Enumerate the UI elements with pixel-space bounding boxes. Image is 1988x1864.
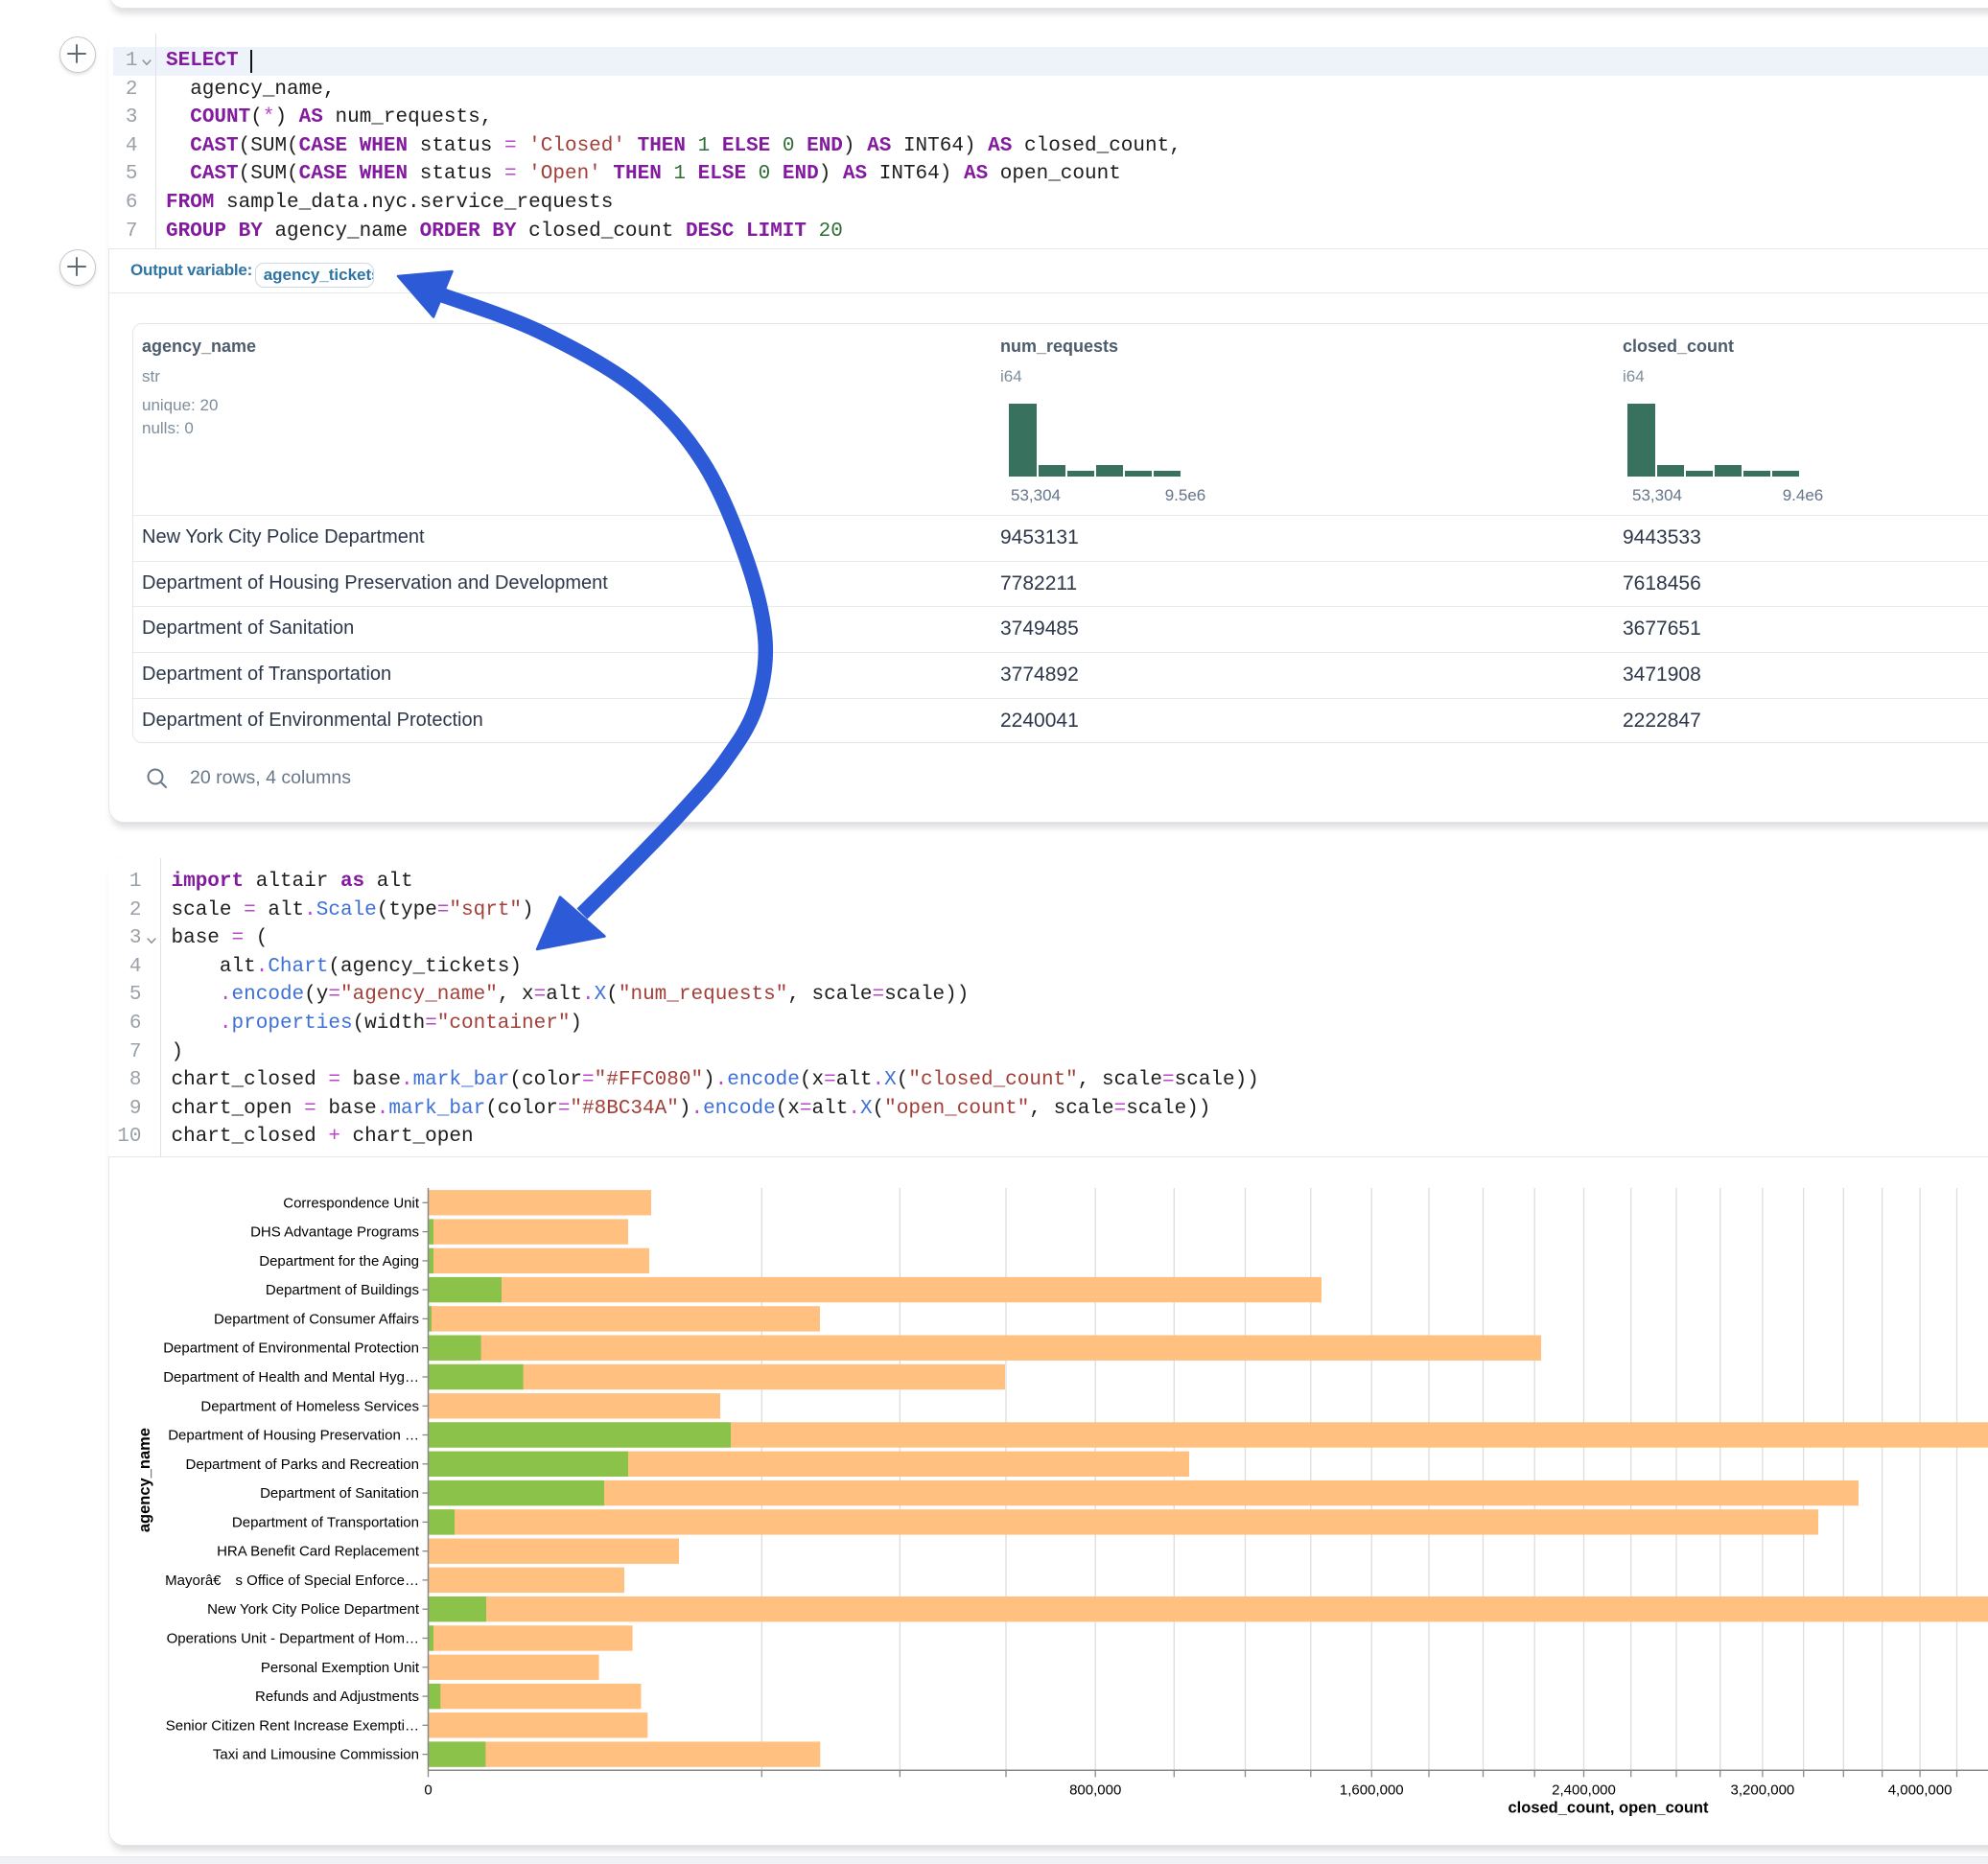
svg-text:800,000: 800,000 xyxy=(1069,1782,1121,1799)
svg-text:Department of Consumer Affairs: Department of Consumer Affairs xyxy=(214,1312,419,1328)
svg-text:2,400,000: 2,400,000 xyxy=(1552,1782,1616,1799)
svg-text:Department of Parks and Recrea: Department of Parks and Recreation xyxy=(186,1456,419,1473)
svg-text:closed_count, open_count: closed_count, open_count xyxy=(1508,1800,1709,1817)
svg-text:Department of Health and Menta: Department of Health and Mental Hyg… xyxy=(163,1369,419,1386)
svg-text:Senior Citizen Rent Increase E: Senior Citizen Rent Increase Exempti… xyxy=(166,1718,419,1735)
svg-text:agency_name: agency_name xyxy=(136,1428,153,1532)
svg-text:Correspondence Unit: Correspondence Unit xyxy=(283,1196,420,1212)
svg-text:Department of Transportation: Department of Transportation xyxy=(232,1515,419,1531)
svg-text:Taxi and Limousine Commission: Taxi and Limousine Commission xyxy=(213,1747,419,1763)
svg-text:1,600,000: 1,600,000 xyxy=(1340,1782,1404,1799)
svg-text:DHS Advantage Programs: DHS Advantage Programs xyxy=(250,1224,419,1241)
svg-text:3,200,000: 3,200,000 xyxy=(1731,1782,1795,1799)
svg-text:Department of Sanitation: Department of Sanitation xyxy=(260,1485,419,1502)
svg-text:Department of Environmental Pr: Department of Environmental Protection xyxy=(163,1340,419,1357)
svg-text:0: 0 xyxy=(424,1782,432,1799)
svg-text:4,000,000: 4,000,000 xyxy=(1888,1782,1953,1799)
svg-text:Department of Buildings: Department of Buildings xyxy=(266,1282,419,1298)
svg-text:Department of Housing Preserva: Department of Housing Preservation … xyxy=(168,1428,419,1444)
svg-text:Personal Exemption Unit: Personal Exemption Unit xyxy=(261,1660,420,1676)
svg-text:Refunds and Adjustments: Refunds and Adjustments xyxy=(255,1689,419,1705)
svg-text:Department of Homeless Service: Department of Homeless Services xyxy=(200,1399,419,1415)
svg-text:Operations Unit - Department o: Operations Unit - Department of Hom… xyxy=(167,1631,419,1647)
svg-text:Mayorâ€ s Office of Special En: Mayorâ€ s Office of Special Enforce… xyxy=(165,1573,419,1589)
svg-text:Department for the Aging: Department for the Aging xyxy=(259,1253,419,1270)
svg-text:New York City Police Departmen: New York City Police Department xyxy=(207,1602,420,1619)
svg-text:HRA Benefit Card Replacement: HRA Benefit Card Replacement xyxy=(217,1544,420,1560)
